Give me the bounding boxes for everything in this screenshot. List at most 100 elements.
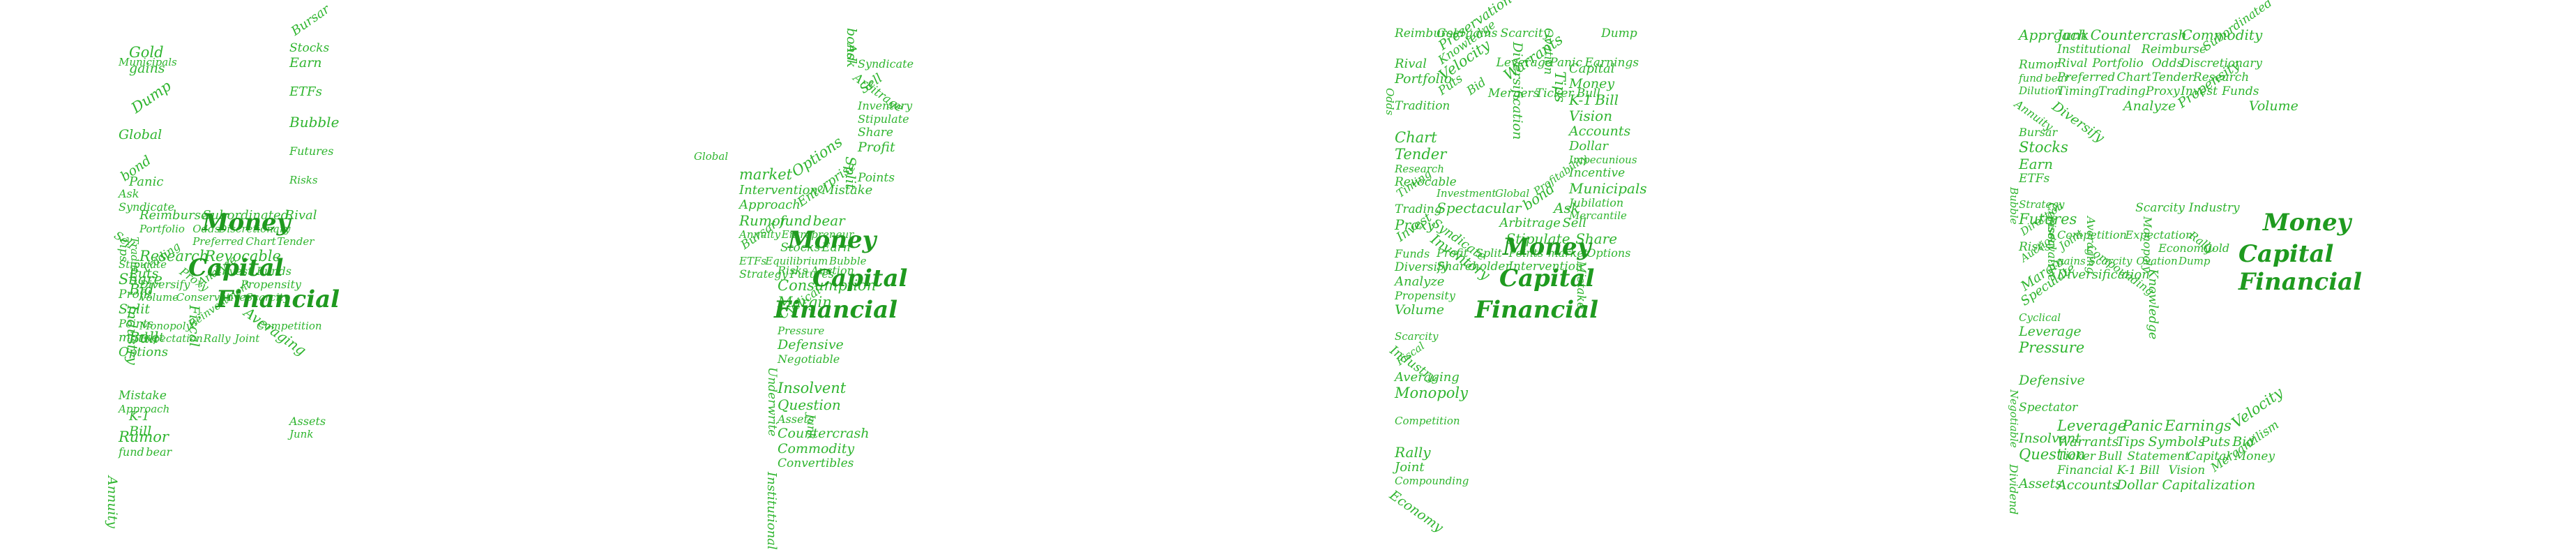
word-item: Bid [129, 281, 154, 298]
word-item: Competition [2057, 228, 2127, 241]
word-item: Chart [245, 235, 276, 248]
word-item: Futures [289, 144, 334, 158]
word-item: Bull [1576, 87, 1601, 101]
word-item: market [739, 166, 793, 183]
word-item: Monopoly [1395, 385, 1468, 401]
word-item-large: Capital [812, 265, 908, 292]
word-item: Bubble [2008, 187, 2020, 225]
word-item: Joint [1395, 460, 1425, 475]
word-item: Money [2234, 449, 2275, 463]
word-item: Bubble [289, 114, 340, 131]
word-item: Convertibles [778, 456, 854, 470]
word-item: Scarcity [1395, 330, 1439, 343]
word-item: Futures [789, 267, 835, 281]
word-item: Bull [129, 329, 159, 346]
word-item: Rally [1395, 444, 1431, 461]
word-item: Money [1569, 76, 1615, 91]
word-item: Dump [1601, 27, 1637, 40]
word-item: Knowledge [2146, 269, 2161, 340]
word-item: Preferred [192, 235, 244, 248]
word-item: Diversification [2057, 267, 2150, 282]
word-item: Tender [1395, 146, 1447, 163]
word-item: Options [1586, 246, 1631, 260]
word-item: Risks [289, 174, 318, 186]
word-item: Rival [1395, 57, 1427, 71]
word-item: Countercrash [778, 426, 870, 441]
word-item: Funds [1395, 247, 1430, 260]
word-item: Earn [289, 55, 322, 70]
word-item: Intervention [1508, 260, 1583, 274]
word-item: Defensive [2019, 373, 2085, 388]
word-item: Commodity [778, 441, 855, 456]
word-item: Scarcity [245, 291, 289, 304]
word-item: Investment [1437, 187, 1497, 200]
word-item: Proxy [2145, 84, 2180, 98]
word-item: Insolvent [778, 380, 847, 396]
word-item: Ticker [2057, 449, 2096, 463]
word-item: Pressure [778, 325, 825, 337]
word-item: Insolvent [2019, 431, 2081, 446]
word-item: Expectation [139, 332, 203, 345]
word-item: Bull [2098, 449, 2123, 463]
word-item: Entrepreneur [781, 228, 854, 241]
word-item: Invest [2181, 84, 2218, 98]
word-item: Syndicate [858, 57, 914, 70]
word-item: Futures [2019, 211, 2077, 228]
word-item: Financial [2057, 463, 2113, 477]
word-item: Assets [778, 412, 815, 426]
word-item: Countercrash [2090, 27, 2187, 43]
word-item: Trading [2098, 84, 2146, 98]
word-item: Junk [289, 428, 314, 440]
word-item: Proxy [1395, 216, 1435, 233]
word-item: Research [1395, 163, 1444, 175]
word-item: Revocable [1395, 175, 1457, 189]
word-item: Conservative [176, 291, 246, 304]
word-item: Funds [256, 265, 291, 278]
word-item: Panic [2122, 417, 2163, 434]
word-item-large: Capital [2238, 240, 2334, 268]
word-item: Diversify [1395, 260, 1448, 274]
word-item: Assets [289, 415, 326, 428]
word-item: Ask [844, 43, 859, 68]
word-item: fund [119, 445, 144, 459]
word-item: Jubilation [1569, 196, 1624, 209]
word-item: Funds [2222, 84, 2259, 98]
word-item: Tradition [1395, 99, 1450, 113]
word-item: Portfolio [2092, 57, 2144, 70]
word-item: Dump [2179, 255, 2211, 267]
word-item: bear [2045, 72, 2069, 84]
word-item: Assets [2019, 476, 2062, 491]
word-item: Institutional [2057, 43, 2131, 57]
word-item: Scarcity [2135, 201, 2185, 215]
word-item: Ask [119, 187, 139, 200]
word-item: Revocable [204, 248, 281, 265]
word-item: Research [2192, 70, 2250, 84]
word-item-large: Money [788, 226, 877, 254]
word-item: Panic [129, 174, 164, 189]
word-item: Accounts [1569, 124, 1631, 139]
word-item: Bid [2232, 434, 2255, 449]
word-item: Earn [821, 241, 851, 255]
word-item: Junk [2057, 27, 2089, 43]
word-item: Dividend [2007, 464, 2020, 515]
word-item: Split [1475, 246, 1502, 260]
word-item: Consumption [778, 277, 877, 294]
word-item: Inventory [858, 99, 913, 112]
word-item: Bursar [288, 1, 333, 39]
word-item: Competition [1395, 415, 1460, 427]
word-item: Ask [1554, 200, 1579, 216]
word-item: Equilibrium [765, 255, 828, 267]
word-item: K-1 [1569, 91, 1592, 108]
word-item: Volume [1395, 302, 1444, 318]
word-item: Syndicate [119, 200, 175, 214]
word-item: Question [778, 396, 841, 413]
word-item: Ticker [1535, 87, 1574, 101]
word-item: bear [812, 212, 845, 229]
word-item: Dilution [2019, 84, 2061, 97]
word-item: Tips [2116, 434, 2145, 449]
word-item: Auction [810, 264, 854, 277]
word-item: Rival [285, 208, 317, 223]
word-item: Portfolio [139, 223, 185, 235]
word-item: Economy [2158, 241, 2211, 255]
